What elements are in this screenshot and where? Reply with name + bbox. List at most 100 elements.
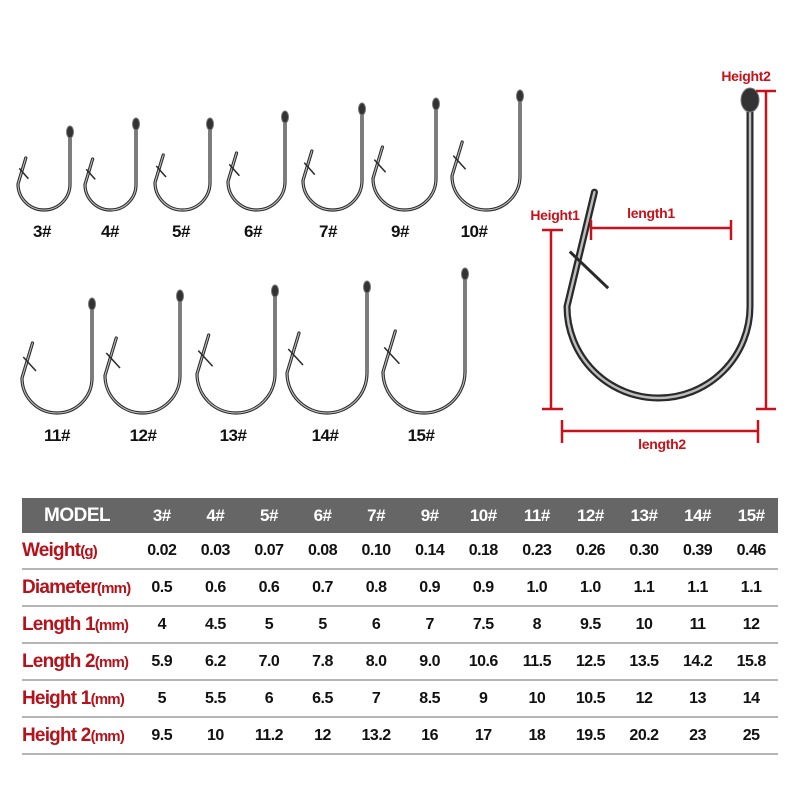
model-column-header: 6# <box>295 498 350 533</box>
length1-label: length1 <box>627 205 675 221</box>
table-cell: 10.5 <box>563 680 618 718</box>
row-label: Height 2(mm) <box>22 717 135 755</box>
table-cell: 12 <box>295 717 350 755</box>
table-cell: 0.26 <box>563 533 618 570</box>
model-column-header: 3# <box>135 498 189 533</box>
table-cell: 0.46 <box>724 533 778 570</box>
hook-11 <box>20 297 96 415</box>
table-cell: 19.5 <box>563 717 618 755</box>
table-cell: 0.10 <box>349 533 403 570</box>
table-cell: 9 <box>456 680 511 718</box>
hook-size-label: 15# <box>407 426 435 445</box>
table-cell: 0.03 <box>188 533 243 570</box>
hook-eye <box>358 102 366 116</box>
row-label: Diameter(mm) <box>22 569 135 607</box>
table-cell: 20.2 <box>617 717 671 755</box>
hook-eye <box>516 89 524 103</box>
table-cell: 10 <box>188 717 243 755</box>
table-row: Length 1(mm) 4 4.5 5 5 6 7 7.5 8 9.5 10 11 12 <box>22 606 778 644</box>
model-column-header: 4# <box>188 498 243 533</box>
table-cell: 6 <box>242 680 296 718</box>
row-label-text: Height 1 <box>22 687 91 709</box>
table-row: Diameter(mm) 0.5 0.6 0.6 0.7 0.8 0.9 0.9 1.0 1.0 1… <box>22 569 778 607</box>
table-cell: 5.9 <box>135 643 189 681</box>
big-hook-diagram <box>563 87 760 402</box>
model-column-header: 9# <box>402 498 457 533</box>
table-cell: 0.7 <box>295 569 350 607</box>
big-hook <box>563 87 760 402</box>
hook-9 <box>371 97 440 212</box>
table-cell: 8.5 <box>402 680 457 718</box>
table-cell: 14.2 <box>670 643 725 681</box>
table-cell: 7 <box>349 680 403 718</box>
table-cell: 14 <box>724 680 778 718</box>
table-cell: 7 <box>402 606 457 644</box>
height2-label: Height2 <box>721 68 771 84</box>
table-cell: 15.8 <box>724 643 778 681</box>
hook-size-label: 14# <box>311 426 339 445</box>
table-cell: 4 <box>135 606 189 644</box>
hook-size-label: 5# <box>172 222 190 241</box>
model-column-header: 5# <box>242 498 296 533</box>
table-cell: 1.0 <box>510 569 564 607</box>
model-column-header: 14# <box>670 498 725 533</box>
hook-13 <box>195 284 279 415</box>
hook-eye <box>740 87 760 113</box>
hook-eye <box>281 110 289 124</box>
table-cell: 11.5 <box>510 643 564 681</box>
table-cell: 5 <box>135 680 189 718</box>
table-cell: 7.0 <box>242 643 296 681</box>
hook-size-label: 11# <box>44 426 70 445</box>
table-cell: 10 <box>617 606 671 644</box>
table-row: Height 2(mm) 9.5 10 11.2 12 13.2 16 17 18 19.5 20.… <box>22 717 778 755</box>
hook-14 <box>285 280 371 415</box>
table-cell: 0.6 <box>188 569 243 607</box>
hook-eye <box>88 297 96 311</box>
hook-eye <box>432 97 440 111</box>
table-cell: 5 <box>242 606 296 644</box>
hook-size-label: 4# <box>101 222 119 241</box>
model-column-header: 15# <box>724 498 778 533</box>
table-cell: 0.02 <box>135 533 189 570</box>
table-row: Weight(g) 0.02 0.03 0.07 0.08 0.10 0.14 0.18 0.2… <box>22 533 778 570</box>
table-cell: 11 <box>670 606 725 644</box>
row-unit: (mm) <box>96 579 131 597</box>
row-label-text: Diameter <box>22 576 98 598</box>
table-cell: 25 <box>724 717 778 755</box>
table-cell: 13 <box>670 680 725 718</box>
table-cell: 4.5 <box>188 606 243 644</box>
hook-size-label: 6# <box>244 222 262 241</box>
table-cell: 8.0 <box>349 643 403 681</box>
table-cell: 9.0 <box>402 643 457 681</box>
table-cell: 17 <box>456 717 511 755</box>
table-cell: 6.2 <box>188 643 243 681</box>
row-label: Weight(g) <box>22 533 135 570</box>
table-cell: 6 <box>349 606 403 644</box>
table-cell: 1.0 <box>563 569 618 607</box>
table-cell: 6.5 <box>295 680 350 718</box>
row-label-text: Weight <box>22 539 81 561</box>
spec-table: MODEL 3# 4# 5# 6# 7# 9# 10# 11# 12# 13# 14# 15# Wei… <box>22 498 778 755</box>
table-cell: 5 <box>295 606 350 644</box>
table-cell: 12 <box>724 606 778 644</box>
hook-size-label: 12# <box>129 426 157 445</box>
hook-size-label: 13# <box>219 426 247 445</box>
height1-label: Height1 <box>530 207 580 223</box>
model-column-header: 13# <box>617 498 671 533</box>
hook-eye <box>206 117 214 131</box>
table-cell: 0.30 <box>617 533 671 570</box>
hook-15 <box>381 267 469 415</box>
hook-10 <box>450 89 524 212</box>
table-cell: 13.5 <box>617 643 671 681</box>
table-cell: 0.18 <box>456 533 511 570</box>
table-cell: 1.1 <box>724 569 778 607</box>
table-cell: 9.5 <box>135 717 189 755</box>
table-cell: 1.1 <box>617 569 671 607</box>
table-row: Height 1(mm) 5 5.5 6 6.5 7 8.5 9 10 10.5 12 13 14 <box>22 680 778 718</box>
model-column-header: 7# <box>349 498 403 533</box>
hook-eye <box>461 267 469 281</box>
table-cell: 12.5 <box>563 643 618 681</box>
hook-eye <box>176 289 184 303</box>
table-cell: 10.6 <box>456 643 511 681</box>
